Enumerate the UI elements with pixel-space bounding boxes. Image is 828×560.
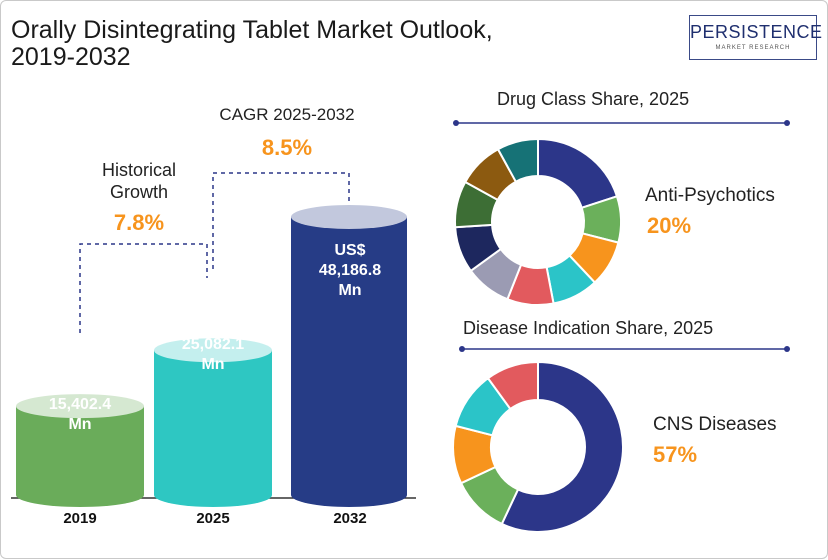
bar-top-2032 (291, 204, 407, 229)
bar-top-2025 (154, 338, 272, 363)
drug-class-divider-dot-right (784, 120, 790, 126)
bar-2025 (154, 350, 272, 507)
disease-donut-slice-5 (486, 360, 539, 411)
disease-donut-slice-1 (500, 360, 624, 533)
bar-value-label-2025: US$ 25,082.1 Mn (181, 316, 245, 373)
bar-value-label-2019: US$ 15,402.4 Mn (48, 376, 112, 433)
drug-class-donut-slice-1 (537, 137, 619, 210)
cagr-value: 8.5% (261, 135, 313, 160)
drug-class-divider-dot-left (453, 120, 459, 126)
logo-tagline: MARKET RESEARCH (715, 45, 791, 51)
drug-class-donut-slice-10 (496, 137, 539, 184)
logo-name: PERSISTENCE (690, 22, 823, 42)
bar-top-2019 (16, 394, 144, 419)
historical-growth-label: Historical Growth (101, 160, 176, 202)
historical-growth-value: 7.8% (113, 210, 165, 235)
disease-highlight-name: CNS Diseases (653, 414, 777, 435)
drug-class-highlight-name: Anti-Psychotics (645, 185, 775, 206)
disease-indication-title: Disease Indication Share, 2025 (463, 318, 714, 338)
bar-2019 (16, 406, 144, 507)
disease-divider-dot-left (459, 346, 465, 352)
x-tick-2032: 2032 (333, 510, 367, 527)
x-tick-2025: 2025 (196, 510, 230, 527)
x-tick-2019: 2019 (63, 510, 97, 527)
drug-class-highlight-value: 20% (647, 213, 692, 238)
page-title: Orally Disintegrating Tablet Market Outl… (11, 16, 493, 71)
bar-value-label-2032: US$ 48,186.8 Mn (318, 242, 382, 299)
disease-highlight-value: 57% (653, 442, 698, 467)
bar-2032 (291, 216, 407, 507)
cagr-label: CAGR 2025-2032 (219, 105, 355, 124)
cagr-connector (212, 172, 350, 269)
drug-class-title: Drug Class Share, 2025 (497, 89, 690, 109)
persistence-logo: PERSISTENCE MARKET RESEARCH (689, 15, 823, 60)
disease-divider-dot-right (784, 346, 790, 352)
historical-growth-connector (79, 243, 208, 333)
